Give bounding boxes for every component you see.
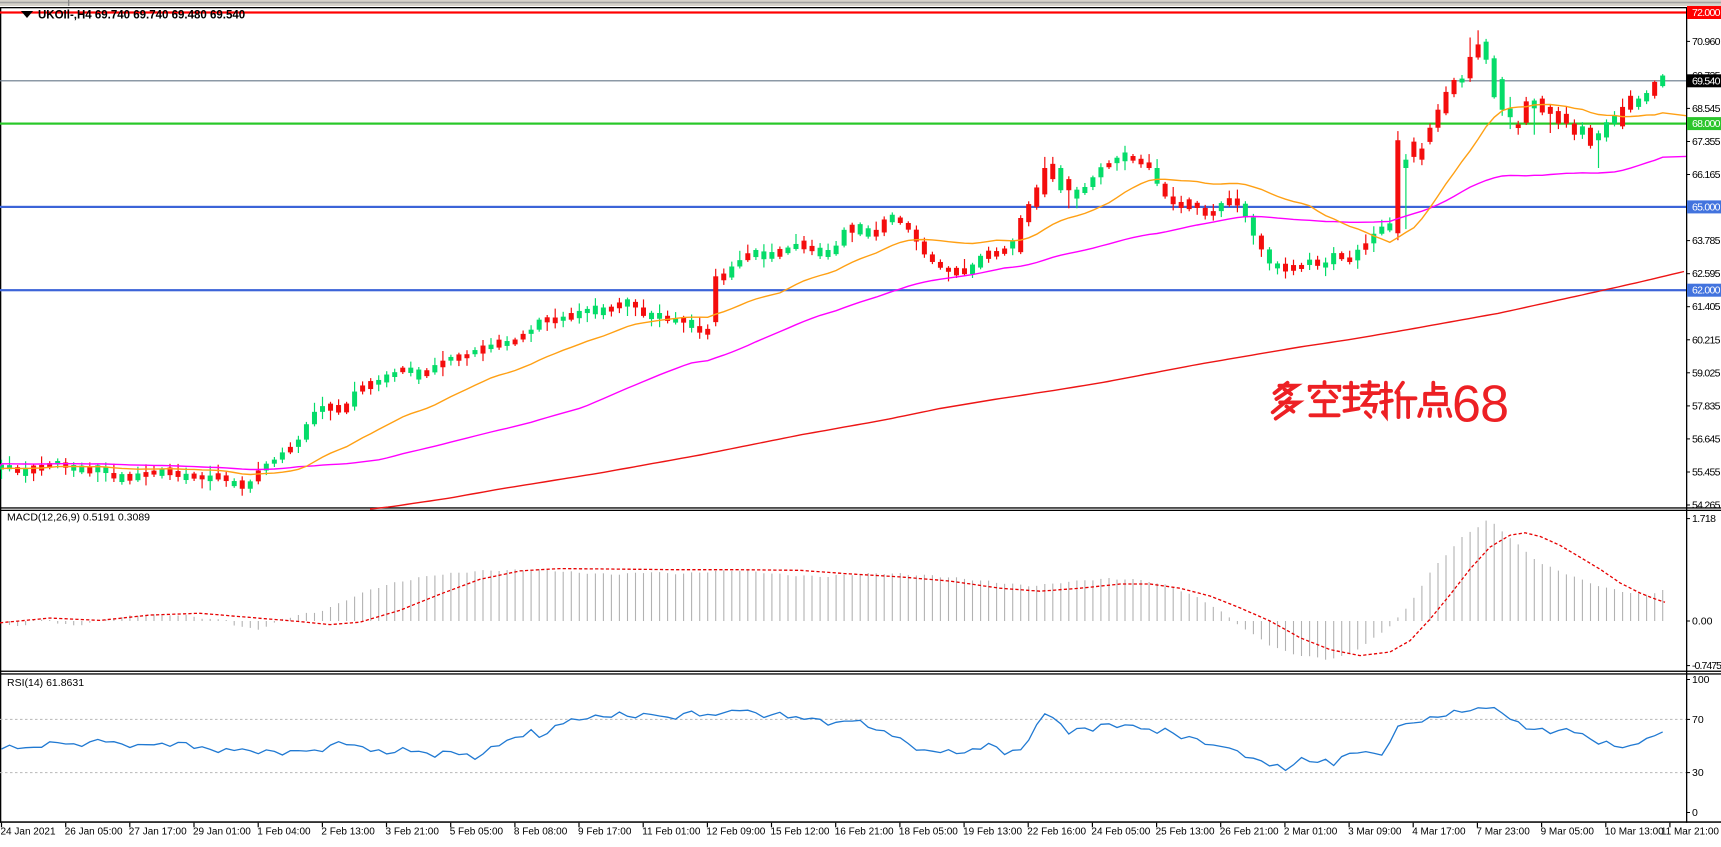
svg-text:9 Mar 05:00: 9 Mar 05:00 [1541,827,1595,838]
svg-text:25 Feb 13:00: 25 Feb 13:00 [1156,827,1215,838]
svg-text:7 Mar 23:00: 7 Mar 23:00 [1476,827,1530,838]
svg-text:72.000: 72.000 [1692,7,1721,19]
svg-text:27 Jan 17:00: 27 Jan 17:00 [129,827,187,838]
svg-text:57.835: 57.835 [1692,400,1721,412]
svg-text:0.00: 0.00 [1692,616,1713,628]
svg-text:30: 30 [1692,767,1704,779]
svg-text:68: 68 [1452,376,1509,434]
svg-text:-0.7475: -0.7475 [1692,660,1721,672]
svg-text:24 Feb 05:00: 24 Feb 05:00 [1091,827,1150,838]
svg-text:10 Mar 13:00: 10 Mar 13:00 [1605,827,1664,838]
svg-text:100: 100 [1692,674,1710,686]
svg-text:66.165: 66.165 [1692,169,1721,181]
svg-text:12 Feb 09:00: 12 Feb 09:00 [706,827,765,838]
svg-text:22 Feb 16:00: 22 Feb 16:00 [1027,827,1086,838]
svg-text:11 Feb 01:00: 11 Feb 01:00 [642,827,701,838]
svg-text:68.545: 68.545 [1692,103,1721,115]
svg-text:UKOIl-,H4 69.740 69.740 69.48: UKOIl-,H4 69.740 69.740 69.480 69.540 [38,10,245,22]
svg-text:1.718: 1.718 [1692,513,1716,525]
svg-text:70.960: 70.960 [1692,36,1721,48]
svg-text:15 Feb 12:00: 15 Feb 12:00 [771,827,830,838]
svg-text:55.455: 55.455 [1692,467,1721,479]
svg-text:2 Mar 01:00: 2 Mar 01:00 [1284,827,1338,838]
svg-text:69.540: 69.540 [1692,75,1721,87]
svg-text:68.000: 68.000 [1692,118,1721,130]
svg-text:5 Feb 05:00: 5 Feb 05:00 [450,827,504,838]
svg-text:MACD(12,26,9) 0.5191 0.3089: MACD(12,26,9) 0.5191 0.3089 [7,512,150,524]
svg-text:8 Feb 08:00: 8 Feb 08:00 [514,827,568,838]
svg-text:16 Feb 21:00: 16 Feb 21:00 [835,827,894,838]
svg-text:19 Feb 13:00: 19 Feb 13:00 [963,827,1022,838]
svg-text:0: 0 [1692,807,1698,819]
svg-text:2 Feb 13:00: 2 Feb 13:00 [321,827,375,838]
svg-text:3 Mar 09:00: 3 Mar 09:00 [1348,827,1402,838]
svg-text:67.355: 67.355 [1692,136,1721,148]
svg-text:61.405: 61.405 [1692,301,1721,313]
svg-text:65.000: 65.000 [1692,201,1721,213]
svg-text:3 Feb 21:00: 3 Feb 21:00 [386,827,440,838]
svg-text:62.595: 62.595 [1692,268,1721,280]
svg-text:59.025: 59.025 [1692,367,1721,379]
svg-text:RSI(14) 61.8631: RSI(14) 61.8631 [7,677,84,689]
svg-text:62.000: 62.000 [1692,285,1721,297]
svg-text:63.785: 63.785 [1692,235,1721,247]
svg-text:24 Jan 2021: 24 Jan 2021 [1,827,56,838]
svg-text:11 Mar 21:00: 11 Mar 21:00 [1661,827,1720,838]
svg-text:56.645: 56.645 [1692,433,1721,445]
svg-text:29 Jan 01:00: 29 Jan 01:00 [193,827,251,838]
svg-text:18 Feb 05:00: 18 Feb 05:00 [899,827,958,838]
svg-text:9 Feb 17:00: 9 Feb 17:00 [578,827,632,838]
svg-text:54.265: 54.265 [1692,500,1721,512]
svg-text:4 Mar 17:00: 4 Mar 17:00 [1412,827,1466,838]
svg-text:26 Feb 21:00: 26 Feb 21:00 [1220,827,1279,838]
svg-text:26 Jan 05:00: 26 Jan 05:00 [65,827,123,838]
svg-text:60.215: 60.215 [1692,334,1721,346]
svg-text:70: 70 [1692,714,1704,726]
svg-text:1 Feb 04:00: 1 Feb 04:00 [257,827,311,838]
